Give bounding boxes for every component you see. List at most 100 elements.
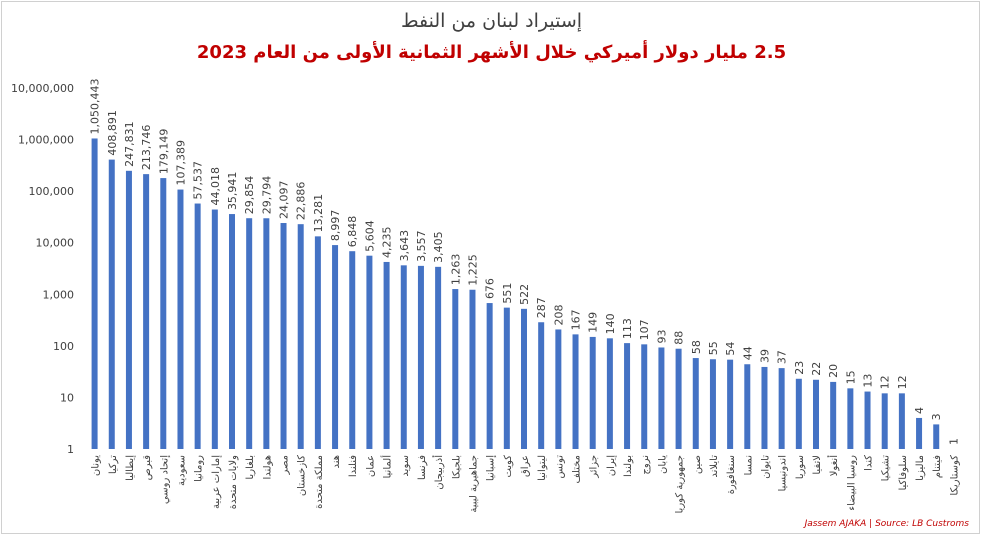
data-label: 3,557: [415, 230, 428, 262]
category-label: نروج: [640, 455, 651, 475]
bar: [177, 189, 184, 450]
data-label: 208: [552, 304, 565, 325]
category-label: صين: [692, 455, 703, 474]
category-label: بلجيكا: [451, 455, 462, 479]
bar: [314, 236, 321, 449]
bar: [555, 329, 562, 449]
bar: [709, 359, 716, 449]
data-label: 22,886: [295, 182, 308, 221]
data-label: 55: [707, 341, 720, 355]
data-label: 12: [896, 375, 909, 389]
data-label: 88: [673, 331, 686, 345]
bar: [417, 265, 424, 449]
bar: [366, 255, 373, 449]
category-label: ليتوانيا: [537, 455, 548, 481]
category-label: ماليزيا: [915, 455, 926, 481]
category-label: سوريا: [795, 455, 806, 479]
data-label: 29,794: [260, 176, 273, 215]
bar: [143, 174, 150, 449]
category-label: كازخستان: [297, 455, 308, 496]
bar: [658, 347, 665, 449]
y-tick-label: 100: [53, 340, 74, 353]
data-label: 4,235: [381, 226, 394, 258]
category-label: مصر: [280, 455, 291, 476]
bar: [435, 266, 442, 449]
bar: [400, 265, 407, 449]
data-label: 22: [810, 362, 823, 376]
category-label: عمان: [365, 455, 376, 477]
data-label: 676: [484, 278, 497, 299]
data-label: 23: [793, 361, 806, 375]
y-tick-label: 1: [67, 443, 74, 456]
category-label: سنغافورة: [726, 455, 737, 494]
y-tick-label: 10,000,000: [11, 82, 74, 95]
data-label: 44,018: [209, 167, 222, 206]
category-label: تركيا: [108, 455, 119, 474]
data-label: 167: [570, 309, 583, 330]
data-label: 6,848: [346, 216, 359, 248]
data-label: 522: [518, 284, 531, 305]
chart-title: إستيراد لبنان من النفط: [400, 10, 583, 32]
bar: [744, 364, 751, 449]
category-label: لاتفيا: [812, 455, 823, 475]
category-label: ولايات متحدة: [228, 455, 239, 509]
bar: [778, 368, 785, 449]
data-label: 8,997: [329, 210, 342, 242]
bar: [864, 391, 871, 449]
category-label: إسبانيا: [486, 455, 497, 481]
bar: [589, 336, 596, 449]
y-tick-label: 10,000: [36, 237, 75, 250]
bar: [521, 308, 527, 449]
category-label: كويت: [503, 455, 514, 478]
data-label: 3,643: [398, 230, 411, 262]
category-label: إمارات عربية: [211, 455, 222, 509]
data-label: 54: [724, 342, 737, 356]
bar: [383, 261, 390, 449]
category-label: جزائر: [589, 455, 600, 479]
bar: [211, 209, 218, 449]
data-label: 3,405: [432, 231, 445, 263]
data-label: 287: [535, 297, 548, 318]
bar: [795, 378, 802, 449]
category-label: روسيا البيضاء: [846, 455, 857, 511]
bar: [933, 424, 940, 449]
data-label: 12: [879, 375, 892, 389]
category-label: يونان: [91, 455, 102, 476]
data-label: 247,831: [123, 121, 136, 167]
category-label: جماهيرية ليبية: [468, 455, 479, 513]
bar: [606, 338, 613, 449]
bar: [91, 138, 98, 449]
data-label: 44: [741, 346, 754, 360]
data-label: 213,746: [140, 125, 153, 171]
category-labels: يونان تركيا إيطاليا قبرص إتحاد روسي سعودية روم…: [91, 455, 961, 514]
category-label: يابان: [657, 455, 668, 474]
bar: [727, 359, 734, 449]
bar: [125, 170, 132, 450]
y-tick-label: 1,000,000: [18, 134, 74, 147]
bar: [830, 381, 837, 449]
bar: [246, 218, 253, 449]
data-label: 551: [501, 283, 514, 304]
bar: [813, 379, 819, 449]
category-label: هند: [331, 455, 342, 469]
bar: [469, 289, 476, 449]
bar: [538, 322, 545, 449]
bar: [881, 393, 888, 449]
category-label: رومانيا: [194, 455, 205, 482]
bar: [160, 178, 167, 449]
category-label: إتحاد روسي: [159, 455, 170, 504]
bar: [194, 203, 201, 449]
data-label: 29,854: [243, 176, 256, 214]
bar: [898, 393, 905, 449]
bar: [263, 218, 270, 449]
data-label: 37: [776, 350, 789, 364]
y-tick-label: 100,000: [29, 185, 75, 198]
bar: [916, 417, 923, 449]
data-label: 1,263: [449, 254, 462, 286]
category-label: أنغولا: [827, 455, 840, 476]
bar: [452, 289, 459, 449]
bar: [624, 343, 631, 449]
data-label: 24,097: [278, 181, 291, 220]
category-label: ألمانيا: [381, 455, 394, 479]
bar: [108, 159, 115, 449]
